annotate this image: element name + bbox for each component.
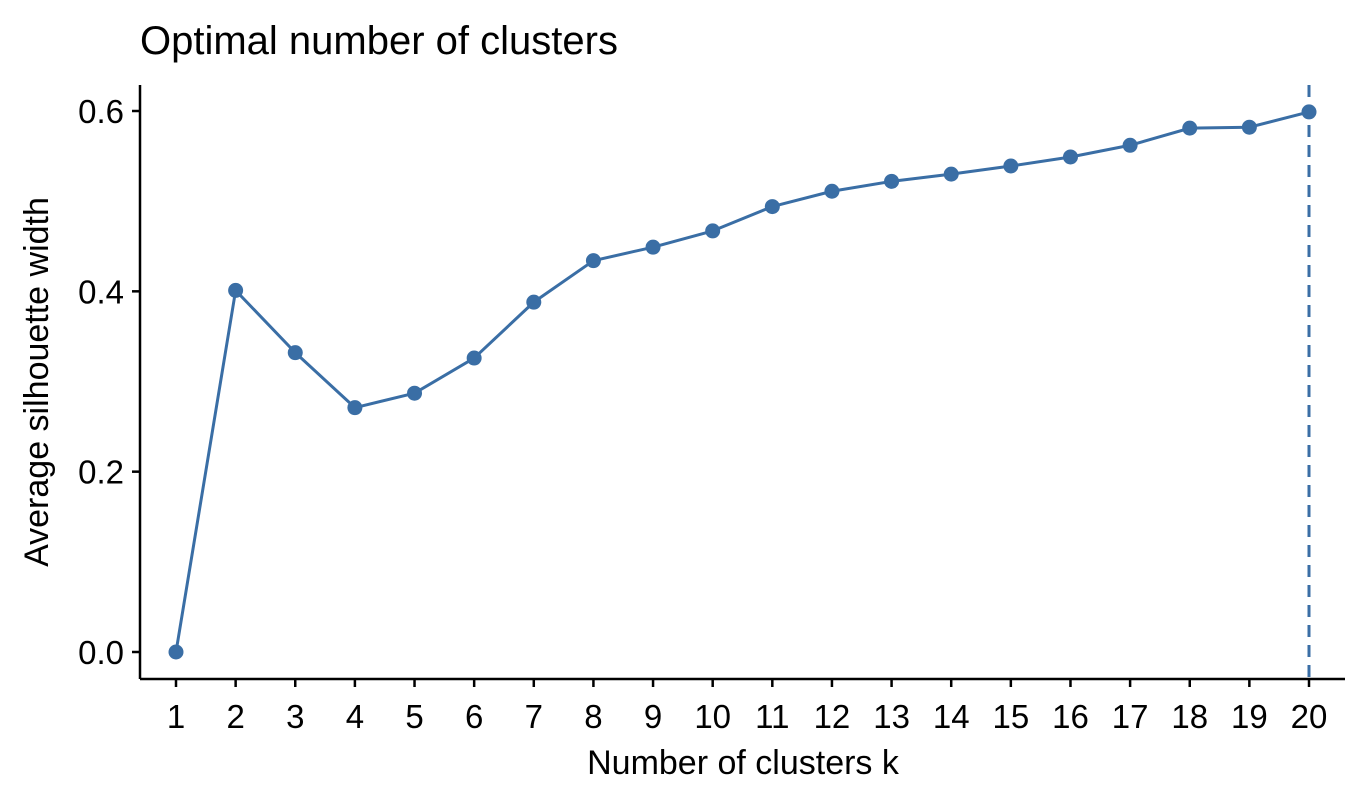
data-point (1241, 119, 1257, 135)
data-point (943, 166, 959, 182)
x-tick-label: 8 (584, 698, 602, 735)
data-point (1122, 137, 1138, 153)
data-point (585, 253, 601, 269)
plot-area: 0.00.20.40.6 1 2 3 4 5 6 7 8 9 10 11 12 13 14 15 16 17 18… (78, 85, 1345, 735)
data-point (526, 294, 542, 310)
x-tick-label: 17 (1112, 698, 1149, 735)
y-axis-ticks: 0.0 0.2 0.4 0.6 (78, 93, 140, 671)
x-tick-label: 15 (992, 698, 1029, 735)
data-point (347, 400, 363, 416)
data-point (466, 350, 482, 366)
x-tick-label: 5 (405, 698, 423, 735)
x-axis-label: Number of clusters k (587, 744, 900, 782)
data-point (1062, 149, 1078, 165)
data-point (1003, 158, 1019, 174)
data-point (1301, 104, 1317, 120)
series-silhouette (168, 104, 1317, 660)
x-tick-label: 18 (1171, 698, 1208, 735)
y-tick-label: 0.0 (78, 634, 124, 671)
x-tick-label: 16 (1052, 698, 1089, 735)
x-tick-label: 19 (1231, 698, 1268, 735)
y-axis-label: Average silhouette width (18, 197, 56, 567)
x-tick-label: 9 (644, 698, 662, 735)
data-point (407, 385, 423, 401)
x-axis-ticks: 1 2 3 4 5 6 7 8 9 10 11 12 13 14 15 16 17 18 19 20 (167, 679, 1328, 735)
y-tick-label: 0.2 (78, 454, 124, 491)
data-point (884, 173, 900, 189)
x-tick-label: 6 (465, 698, 483, 735)
x-tick-label: 7 (525, 698, 543, 735)
x-tick-label: 13 (873, 698, 910, 735)
data-point (168, 644, 184, 660)
data-point (228, 282, 244, 298)
x-tick-label: 12 (814, 698, 851, 735)
x-tick-label: 4 (346, 698, 364, 735)
chart-title: Optimal number of clusters (140, 19, 618, 63)
data-point (287, 345, 303, 361)
series-line (174, 110, 1310, 653)
data-point (645, 239, 661, 255)
x-tick-label: 14 (933, 698, 970, 735)
y-tick-label: 0.6 (78, 93, 124, 130)
x-tick-label: 10 (694, 698, 731, 735)
data-point (1182, 120, 1198, 136)
data-point (705, 223, 721, 239)
y-tick-label: 0.4 (78, 273, 124, 310)
x-tick-label: 20 (1291, 698, 1328, 735)
x-tick-label: 1 (167, 698, 185, 735)
x-tick-label: 2 (226, 698, 244, 735)
data-point (764, 199, 780, 215)
x-tick-label: 11 (755, 698, 789, 735)
x-tick-label: 3 (286, 698, 304, 735)
data-point (824, 183, 840, 199)
